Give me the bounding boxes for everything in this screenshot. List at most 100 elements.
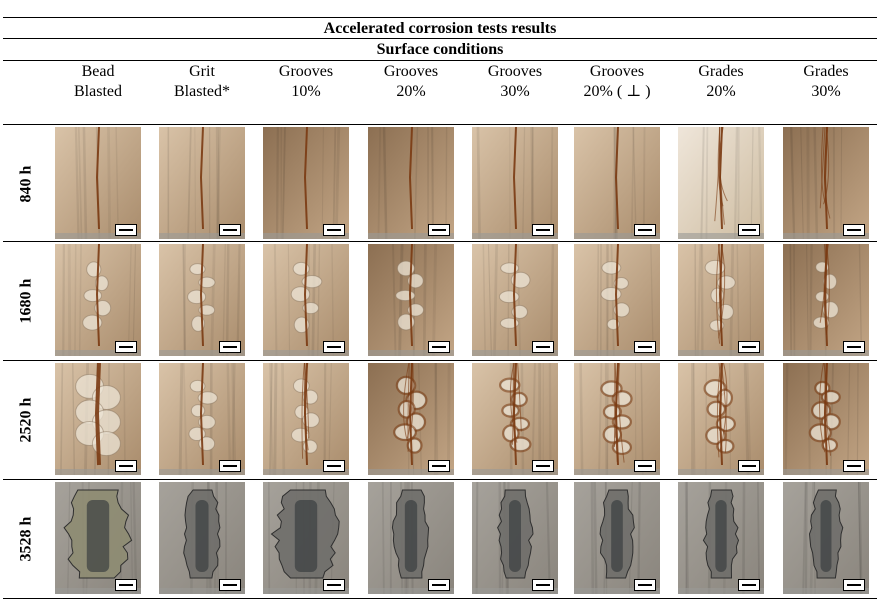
scale-bar-icon (323, 460, 345, 472)
specimen-photo (263, 482, 349, 594)
scale-bar-icon (115, 460, 137, 472)
row-label: 1680 h (3, 242, 49, 359)
scale-bar-icon (634, 341, 656, 353)
specimen-photo (678, 127, 764, 239)
title-rule (3, 38, 877, 39)
specimen-photo (678, 363, 764, 475)
scale-bar-icon (219, 579, 241, 591)
specimen-photo (678, 244, 764, 356)
specimen-photo (55, 127, 141, 239)
scale-bar-icon (115, 224, 137, 236)
header-rule (3, 124, 877, 125)
row-label-text: 3528 h (17, 516, 34, 561)
scale-bar-icon (323, 579, 345, 591)
specimen-photo (159, 244, 245, 356)
scale-bar-icon (843, 224, 865, 236)
column-header-line1: Bead (81, 63, 115, 80)
scale-bar-icon (428, 224, 450, 236)
specimen-photo (55, 244, 141, 356)
column-header-line1: Grades (803, 63, 849, 80)
specimen-photo (159, 363, 245, 475)
scale-bar-icon (843, 460, 865, 472)
column-header-line2: Blasted* (174, 83, 230, 100)
scale-bar-icon (738, 341, 760, 353)
specimen-photo (574, 244, 660, 356)
row-rule (3, 479, 877, 480)
column-header-line1: Grades (698, 63, 744, 80)
row-label-text: 1680 h (17, 278, 34, 323)
specimen-photo (263, 363, 349, 475)
column-header: Grades 20% (669, 62, 773, 102)
scale-bar-icon (843, 341, 865, 353)
column-header: Grit Blasted* (150, 62, 254, 102)
specimen-photo (574, 127, 660, 239)
scale-bar-icon (323, 341, 345, 353)
specimen-photo (368, 363, 454, 475)
column-header-line1: Grooves (278, 63, 334, 80)
column-header-line1: Grit (189, 63, 215, 80)
scale-bar-icon (634, 579, 656, 591)
specimen-photo (783, 482, 869, 594)
row-label: 3528 h (3, 480, 49, 597)
scale-bar-icon (843, 579, 865, 591)
scale-bar-icon (634, 224, 656, 236)
column-header-line2: 20% (706, 83, 736, 100)
specimen-photo (263, 127, 349, 239)
scale-bar-icon (532, 224, 554, 236)
specimen-photo (263, 244, 349, 356)
column-header-line2: 20% ( ⊥ ) (583, 83, 651, 100)
specimen-photo (472, 363, 558, 475)
scale-bar-icon (219, 341, 241, 353)
scale-bar-icon (428, 460, 450, 472)
scale-bar-icon (115, 341, 137, 353)
specimen-photo (368, 482, 454, 594)
column-header-line1: Grooves (589, 63, 645, 80)
scale-bar-icon (738, 579, 760, 591)
column-header-line2: 30% (500, 83, 530, 100)
table-subtitle: Surface conditions (376, 41, 504, 58)
row-label: 840 h (3, 125, 49, 242)
scale-bar-icon (323, 224, 345, 236)
row-label-text: 2520 h (17, 397, 34, 442)
specimen-photo (783, 244, 869, 356)
table-title: Accelerated corrosion tests results (323, 20, 557, 37)
specimen-photo (783, 127, 869, 239)
subtitle-rule (3, 60, 877, 61)
column-header-line2: 10% (291, 83, 321, 100)
scale-bar-icon (532, 341, 554, 353)
specimen-photo (368, 244, 454, 356)
specimen-photo (159, 127, 245, 239)
scale-bar-icon (428, 579, 450, 591)
scale-bar-icon (738, 224, 760, 236)
bottom-rule (3, 598, 877, 599)
column-header: Grooves 30% (463, 62, 567, 102)
column-header: Grooves 20% (359, 62, 463, 102)
column-header: Grooves 10% (254, 62, 358, 102)
specimen-photo (783, 363, 869, 475)
column-header-line2: 30% (811, 83, 841, 100)
column-header: Bead Blasted (46, 62, 150, 102)
column-header-line1: Grooves (487, 63, 543, 80)
scale-bar-icon (532, 579, 554, 591)
row-label-text: 840 h (17, 165, 34, 202)
specimen-photo (678, 482, 764, 594)
row-rule (3, 360, 877, 361)
row-rule (3, 241, 877, 242)
column-header: Grooves 20% ( ⊥ ) (565, 62, 669, 102)
specimen-photo (472, 127, 558, 239)
specimen-photo (55, 363, 141, 475)
scale-bar-icon (219, 224, 241, 236)
specimen-photo (472, 482, 558, 594)
column-header-line2: Blasted (74, 83, 122, 100)
top-rule (3, 17, 877, 18)
column-header: Grades 30% (774, 62, 878, 102)
scale-bar-icon (532, 460, 554, 472)
specimen-photo (55, 482, 141, 594)
scale-bar-icon (428, 341, 450, 353)
specimen-photo (574, 482, 660, 594)
specimen-photo (472, 244, 558, 356)
column-header-line2: 20% (396, 83, 426, 100)
scale-bar-icon (634, 460, 656, 472)
row-label: 2520 h (3, 361, 49, 478)
column-header-line1: Grooves (383, 63, 439, 80)
